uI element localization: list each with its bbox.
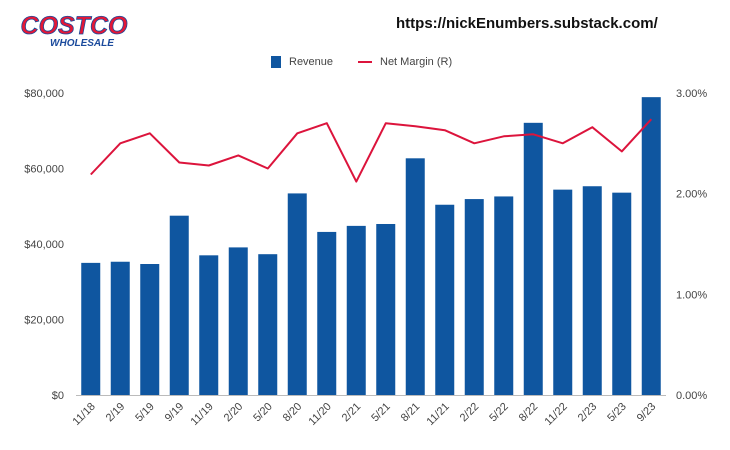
x-tick-label: 2/21	[340, 401, 364, 425]
x-tick-label: 11/19	[188, 401, 215, 428]
revenue-bar	[169, 215, 189, 395]
chart-legend: Revenue Net Margin (R)	[0, 56, 730, 74]
revenue-bar	[317, 231, 337, 395]
x-tick-label: 5/22	[487, 401, 511, 425]
revenue-bar	[494, 196, 514, 395]
x-tick-label: 5/20	[251, 401, 275, 425]
y-left-tick-label: $80,000	[24, 88, 64, 100]
revenue-bar	[641, 97, 661, 395]
x-tick-label: 5/21	[369, 401, 393, 425]
x-tick-label: 9/23	[635, 401, 659, 425]
revenue-bar	[523, 122, 543, 395]
y-right-tick-label: 3.00%	[676, 88, 707, 100]
legend-label-net-margin: Net Margin (R)	[380, 56, 453, 68]
x-tick-label: 8/22	[517, 401, 541, 425]
y-left-tick-label: $20,000	[24, 315, 64, 327]
x-tick-label: 2/19	[104, 401, 128, 425]
x-tick-label: 8/20	[281, 401, 305, 425]
x-tick-label: 5/19	[133, 401, 157, 425]
revenue-bar	[435, 204, 455, 395]
y-left-tick-label: $40,000	[24, 239, 64, 251]
revenue-bar	[346, 225, 366, 395]
revenue-bar	[287, 193, 307, 395]
x-tick-label: 2/20	[222, 401, 246, 425]
legend-item-net-margin: Net Margin (R)	[358, 56, 452, 68]
y-right-tick-label: 1.00%	[676, 289, 707, 301]
revenue-bar	[140, 264, 160, 395]
x-tick-label: 2/22	[458, 401, 482, 425]
revenue-bar	[464, 199, 484, 395]
legend-label-revenue: Revenue	[289, 56, 334, 68]
y-right-tick-label: 0.00%	[676, 390, 707, 402]
x-tick-label: 9/19	[163, 401, 187, 425]
net-margin-line	[90, 118, 653, 183]
x-tick-label: 5/23	[605, 401, 629, 425]
logo-subtext: WHOLESALE	[50, 38, 114, 49]
x-tick-label: 11/21	[424, 401, 451, 428]
x-tick-label: 11/20	[306, 401, 333, 428]
y-left-tick-label: $60,000	[24, 164, 64, 176]
x-tick-label: 2/23	[576, 401, 600, 425]
x-tick-label: 8/21	[399, 401, 423, 425]
revenue-bar	[199, 255, 219, 395]
revenue-bar	[228, 247, 248, 395]
revenue-bar	[81, 262, 101, 395]
legend-swatch-net-margin	[358, 61, 372, 63]
revenue-bar	[376, 223, 396, 395]
legend-item-revenue: Revenue	[271, 56, 333, 68]
revenue-bar	[405, 158, 425, 395]
revenue-bar	[612, 192, 632, 395]
x-tick-label: 11/22	[542, 401, 569, 428]
revenue-bar	[582, 186, 602, 395]
y-left-tick-label: $0	[52, 390, 64, 402]
revenue-bar	[110, 261, 130, 395]
x-tick-label: 11/18	[70, 401, 97, 428]
costco-logo: COSTCO WHOLESALE	[14, 10, 134, 50]
legend-swatch-revenue	[271, 56, 281, 68]
y-right-tick-label: 2.00%	[676, 189, 707, 201]
revenue-bar	[258, 254, 278, 395]
logo-wordmark: COSTCO	[21, 12, 129, 40]
revenue-bar	[553, 189, 573, 395]
source-url: https://nickEnumbers.substack.com/	[396, 15, 658, 32]
